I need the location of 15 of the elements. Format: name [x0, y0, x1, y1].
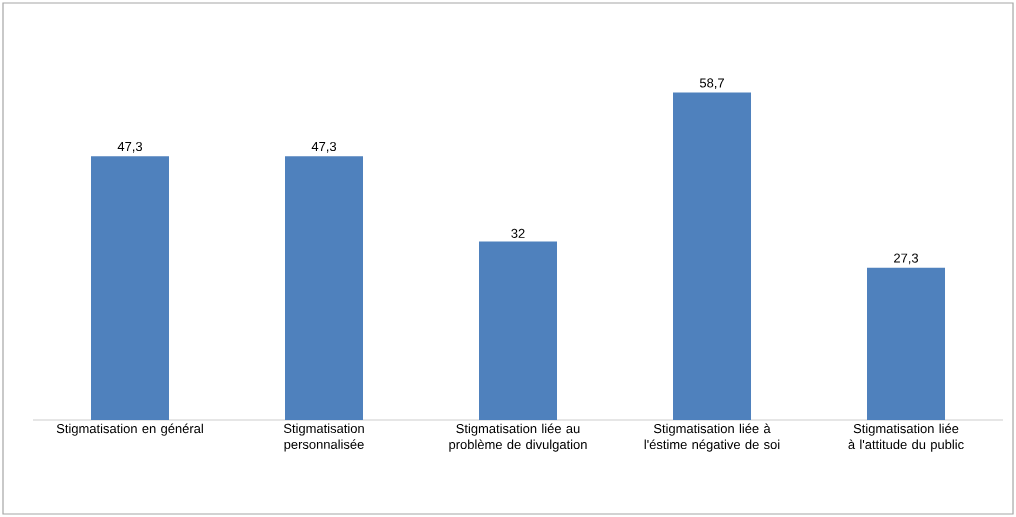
x-tick-label: Stigmatisation liée à l'éstime négative de soi: [644, 423, 780, 452]
data-label: 47,3: [311, 141, 337, 153]
x-tick-label: Stigmatisation personnalisée: [283, 423, 364, 452]
bar: [479, 241, 557, 420]
x-tick-label: Stigmatisation liée au problème de divulgation: [449, 423, 587, 452]
data-label: 32: [511, 228, 525, 238]
data-label: 58,7: [699, 78, 724, 90]
data-label: 27,3: [894, 253, 919, 265]
bar: [91, 156, 169, 420]
bar: [285, 156, 363, 420]
x-tick-label: Stigmatisation liée à l'attitude du public: [848, 423, 964, 452]
bar: [867, 267, 946, 420]
x-tick-label: Stigmatisation en général: [56, 423, 203, 436]
bar: [673, 92, 752, 420]
data-label: 47,3: [117, 141, 143, 153]
